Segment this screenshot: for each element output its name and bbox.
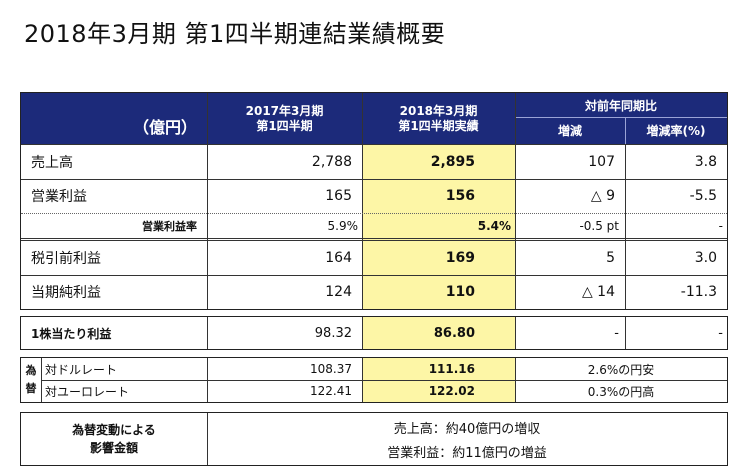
fx-eur-note: 0.3%の円高 xyxy=(587,384,655,399)
eps-prev: 98.32 xyxy=(314,325,352,341)
row-net-curr: 110 xyxy=(445,284,475,300)
row-net-rate: -11.3 xyxy=(680,284,717,300)
main-table xyxy=(20,92,728,310)
eps-table xyxy=(20,316,728,350)
row-pretax-label: 税引前利益 xyxy=(31,250,101,267)
header-curr: 2018年3月期 第1四半期実績 xyxy=(362,93,515,144)
impact-label-line2: 影響金額 xyxy=(89,441,138,455)
fx-usd-note: 2.6%の円安 xyxy=(587,362,655,377)
impact-line2: 営業利益：約11億円の増益 xyxy=(387,445,547,461)
header-change: 増減 xyxy=(515,117,625,144)
row-pretax-change: 5 xyxy=(606,249,615,266)
header-rate: 増減率(%) xyxy=(625,117,727,144)
fx-side-bottom: 替 xyxy=(25,382,37,395)
row-sales-curr: 2,895 xyxy=(430,153,475,170)
row-sales-label: 売上高 xyxy=(31,154,73,171)
row-sales-change: 107 xyxy=(588,153,615,170)
impact-table xyxy=(20,412,728,466)
row-opinc-change: △ 9 xyxy=(590,188,615,204)
row-opinc-prev: 165 xyxy=(325,188,352,204)
page-title: 2018年3月期 第1四半期連結業績概要 xyxy=(24,20,446,48)
fx-usd-curr: 111.16 xyxy=(428,362,475,376)
row-pretax-prev: 164 xyxy=(325,249,352,266)
header-curr-line2: 第1四半期実績 xyxy=(398,118,479,133)
row-sales-prev: 2,788 xyxy=(311,153,352,170)
impact-label-line1: 為替変動による xyxy=(72,423,156,437)
eps-rate: - xyxy=(718,325,723,341)
row-net-prev: 124 xyxy=(325,284,352,300)
row-opinc-rate: -5.5 xyxy=(689,188,717,204)
row-margin-rate: - xyxy=(718,218,723,233)
row-opinc-label: 営業利益 xyxy=(31,189,87,205)
row-margin-curr: 5.4% xyxy=(477,218,511,233)
header-prev-line1: 2017年3月期 xyxy=(245,103,324,118)
impact-label: 為替変動による 影響金額 xyxy=(21,413,207,465)
row-opinc-curr: 156 xyxy=(445,188,475,204)
row-net-change: △ 14 xyxy=(581,284,615,300)
header-curr-line1: 2018年3月期 xyxy=(399,103,478,118)
row-pretax-curr: 169 xyxy=(445,249,475,266)
fx-side-top: 為 xyxy=(25,364,37,377)
fx-eur-curr: 122.02 xyxy=(428,384,475,398)
row-margin-change: -0.5 pt xyxy=(579,218,619,233)
row-margin-prev: 5.9% xyxy=(327,218,359,233)
fx-eur-prev: 122.41 xyxy=(310,384,352,398)
fx-table xyxy=(20,357,728,403)
fx-eur-label: 対ユーロレート xyxy=(45,384,130,399)
unit-label: （億円） xyxy=(21,93,207,144)
fx-usd-prev: 108.37 xyxy=(310,362,352,376)
header-prev: 2017年3月期 第1四半期 xyxy=(207,93,362,144)
row-sales-rate: 3.8 xyxy=(694,153,717,170)
header-prev-line2: 第1四半期 xyxy=(256,118,313,133)
eps-label: 1株当たり利益 xyxy=(31,326,112,341)
header-yoy: 対前年同期比 xyxy=(515,93,727,117)
eps-curr: 86.80 xyxy=(433,325,475,341)
eps-change: - xyxy=(614,325,619,341)
row-pretax-rate: 3.0 xyxy=(694,249,717,266)
impact-line1: 売上高：約40億円の増収 xyxy=(393,421,541,437)
fx-usd-label: 対ドルレート xyxy=(45,362,118,377)
row-margin-label: 営業利益率 xyxy=(142,219,197,233)
fx-side-label: 為 替 xyxy=(21,358,41,402)
row-net-label: 当期純利益 xyxy=(31,285,101,301)
